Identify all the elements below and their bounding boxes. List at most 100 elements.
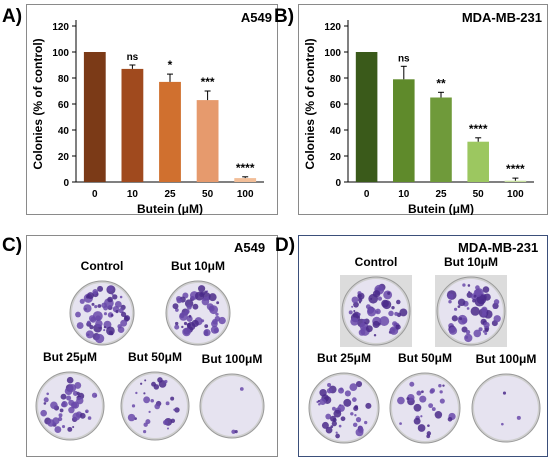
colony: [428, 403, 434, 409]
colony: [430, 388, 436, 393]
colony: [144, 379, 147, 382]
colony: [482, 286, 490, 293]
colony: [166, 427, 170, 430]
colony: [234, 430, 238, 434]
colony: [395, 324, 401, 330]
panel-c-frame: [26, 235, 278, 457]
colony: [66, 395, 72, 401]
colony: [218, 316, 226, 325]
colony: [493, 306, 496, 309]
chart-b-significance-label: ****: [506, 162, 525, 176]
colony: [72, 390, 78, 396]
colony: [373, 334, 377, 337]
colony: [186, 315, 193, 322]
colony: [85, 330, 94, 339]
colony: [119, 295, 123, 299]
colony: [176, 297, 182, 304]
chart-a-ytick-label: 120: [52, 22, 69, 33]
colony: [214, 315, 221, 322]
colony: [501, 422, 504, 426]
colony: [483, 293, 491, 301]
chart-b-significance-label: ns: [398, 53, 410, 64]
colony: [416, 390, 422, 396]
panel-d-title: MDA-MB-231: [458, 240, 539, 255]
colony: [94, 304, 98, 309]
panel-c-dish-label: But 50μM: [127, 350, 182, 364]
colony: [162, 419, 169, 425]
colony: [439, 398, 445, 404]
colony: [60, 393, 67, 400]
colony: [353, 301, 359, 308]
colony: [481, 311, 487, 317]
chart-b-ytick-label: 60: [330, 100, 342, 111]
chart-a-significance-label: ***: [201, 75, 215, 89]
colony: [481, 306, 488, 313]
colony: [61, 401, 68, 408]
chart-b-category-label: 0: [364, 189, 370, 200]
colony: [85, 410, 88, 413]
colony: [484, 332, 488, 335]
colony: [351, 296, 359, 304]
panel-b-frame: [298, 4, 548, 215]
chart-b-bar: [504, 180, 527, 182]
colony: [74, 381, 82, 389]
colony: [413, 403, 422, 412]
colony: [94, 333, 105, 344]
colony: [365, 304, 371, 310]
colony: [59, 408, 64, 413]
colony: [457, 305, 461, 309]
colony: [174, 324, 180, 330]
chart-a-significance-label: *: [168, 58, 173, 72]
colony: [318, 402, 321, 406]
colony: [333, 409, 342, 418]
colony: [143, 396, 151, 404]
colony: [354, 414, 357, 417]
colony: [124, 315, 131, 322]
panel-d-petri-dish: [435, 275, 507, 347]
colony: [357, 312, 361, 316]
colony: [216, 301, 220, 305]
colony: [451, 315, 458, 322]
colony: [143, 430, 147, 434]
colony: [72, 412, 81, 421]
colony: [148, 410, 151, 413]
colony: [327, 383, 332, 388]
colony: [117, 326, 125, 334]
chart-b-ytick-label: 80: [330, 74, 342, 85]
colony: [103, 305, 109, 311]
colony: [516, 415, 521, 420]
colony: [379, 316, 390, 326]
colony: [427, 424, 430, 427]
colony: [145, 419, 151, 425]
chart-a-bar: [159, 81, 181, 182]
chart-a-category-label: 25: [164, 189, 176, 200]
colony: [157, 377, 163, 383]
colony: [103, 329, 106, 332]
colony: [344, 390, 351, 397]
colony: [120, 311, 127, 318]
colony: [40, 409, 47, 417]
colony: [348, 310, 353, 315]
colony: [192, 303, 199, 310]
colony: [464, 333, 473, 343]
colony: [383, 290, 393, 300]
colony: [357, 293, 362, 298]
dish-well: [392, 375, 458, 441]
colony: [426, 431, 432, 436]
colony: [470, 306, 480, 316]
colony: [239, 387, 244, 391]
colony: [151, 381, 156, 387]
colony: [399, 422, 402, 425]
colony: [50, 401, 58, 410]
panel-c-dish-label: Control: [80, 259, 124, 273]
colony: [368, 293, 379, 304]
colony: [389, 327, 396, 334]
colony: [61, 425, 66, 429]
colony: [331, 421, 337, 427]
colony: [120, 319, 128, 327]
colony: [191, 319, 199, 328]
colony: [335, 431, 338, 434]
colony: [131, 404, 136, 408]
panel-c-petri-dish: [35, 371, 105, 441]
colony: [448, 326, 458, 335]
